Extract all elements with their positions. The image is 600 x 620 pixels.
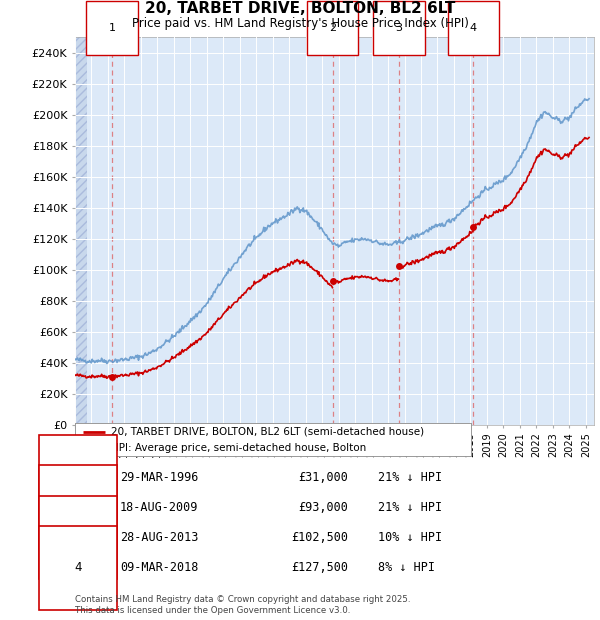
Text: Price paid vs. HM Land Registry's House Price Index (HPI): Price paid vs. HM Land Registry's House … [131, 17, 469, 30]
Text: 18-AUG-2009: 18-AUG-2009 [120, 501, 199, 514]
Text: 2: 2 [74, 501, 82, 514]
Text: 1: 1 [109, 23, 116, 33]
Text: 3: 3 [395, 23, 403, 33]
Text: 20, TARBET DRIVE, BOLTON, BL2 6LT: 20, TARBET DRIVE, BOLTON, BL2 6LT [145, 1, 455, 16]
Text: 4: 4 [74, 561, 82, 574]
Text: £102,500: £102,500 [291, 531, 348, 544]
Text: 20, TARBET DRIVE, BOLTON, BL2 6LT (semi-detached house): 20, TARBET DRIVE, BOLTON, BL2 6LT (semi-… [110, 427, 424, 436]
Text: 10% ↓ HPI: 10% ↓ HPI [378, 531, 442, 544]
Text: 09-MAR-2018: 09-MAR-2018 [120, 561, 199, 574]
Bar [75, 37, 86, 425]
Text: £127,500: £127,500 [291, 561, 348, 574]
Text: 21% ↓ HPI: 21% ↓ HPI [378, 501, 442, 514]
Text: 8% ↓ HPI: 8% ↓ HPI [378, 561, 435, 574]
Text: 3: 3 [74, 531, 82, 544]
Text: HPI: Average price, semi-detached house, Bolton: HPI: Average price, semi-detached house,… [110, 443, 366, 453]
Text: 29-MAR-1996: 29-MAR-1996 [120, 471, 199, 484]
Text: 2: 2 [329, 23, 336, 33]
Text: £93,000: £93,000 [298, 501, 348, 514]
Text: £31,000: £31,000 [298, 471, 348, 484]
Text: This data is licensed under the Open Government Licence v3.0.: This data is licensed under the Open Gov… [75, 606, 350, 616]
Text: 21% ↓ HPI: 21% ↓ HPI [378, 471, 442, 484]
Text: Contains HM Land Registry data © Crown copyright and database right 2025.: Contains HM Land Registry data © Crown c… [75, 595, 410, 604]
Text: 4: 4 [470, 23, 477, 33]
Text: 28-AUG-2013: 28-AUG-2013 [120, 531, 199, 544]
Text: 1: 1 [74, 471, 82, 484]
